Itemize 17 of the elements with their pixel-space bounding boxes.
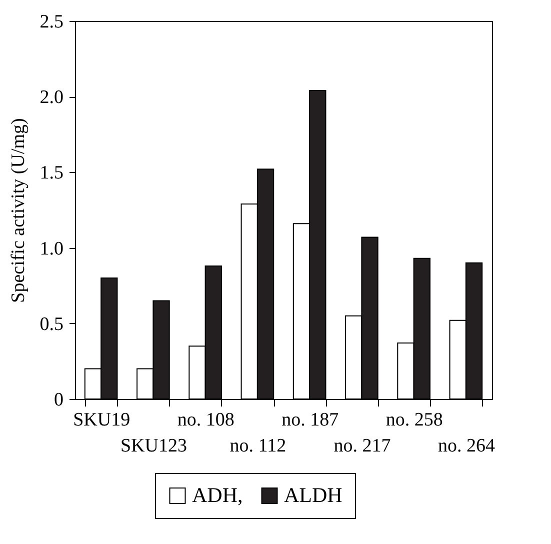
x-tick-label: SKU19 xyxy=(73,410,130,430)
x-tick-label: no. 217 xyxy=(334,436,391,456)
x-tick-label: no. 187 xyxy=(282,410,339,430)
y-tick-label: 2.0 xyxy=(40,87,64,108)
x-tick-label: no. 112 xyxy=(230,436,286,456)
y-tick-label: 1.5 xyxy=(40,162,64,184)
x-tick-label: no. 264 xyxy=(438,436,496,456)
x-tick-label: SKU123 xyxy=(120,436,187,456)
legend-label: ADH, xyxy=(192,482,243,507)
x-tick-label: no. 108 xyxy=(177,410,234,430)
y-tick-label: 0 xyxy=(54,390,64,410)
legend-label: ALDH xyxy=(284,482,342,507)
y-axis-title: Specific activity (U/mg) xyxy=(8,118,29,303)
y-tick-label: 1.0 xyxy=(40,238,64,260)
x-tick-label: no. 258 xyxy=(386,410,443,430)
y-tick-label: 2.5 xyxy=(40,12,64,32)
y-tick-label: 0.5 xyxy=(40,314,64,335)
